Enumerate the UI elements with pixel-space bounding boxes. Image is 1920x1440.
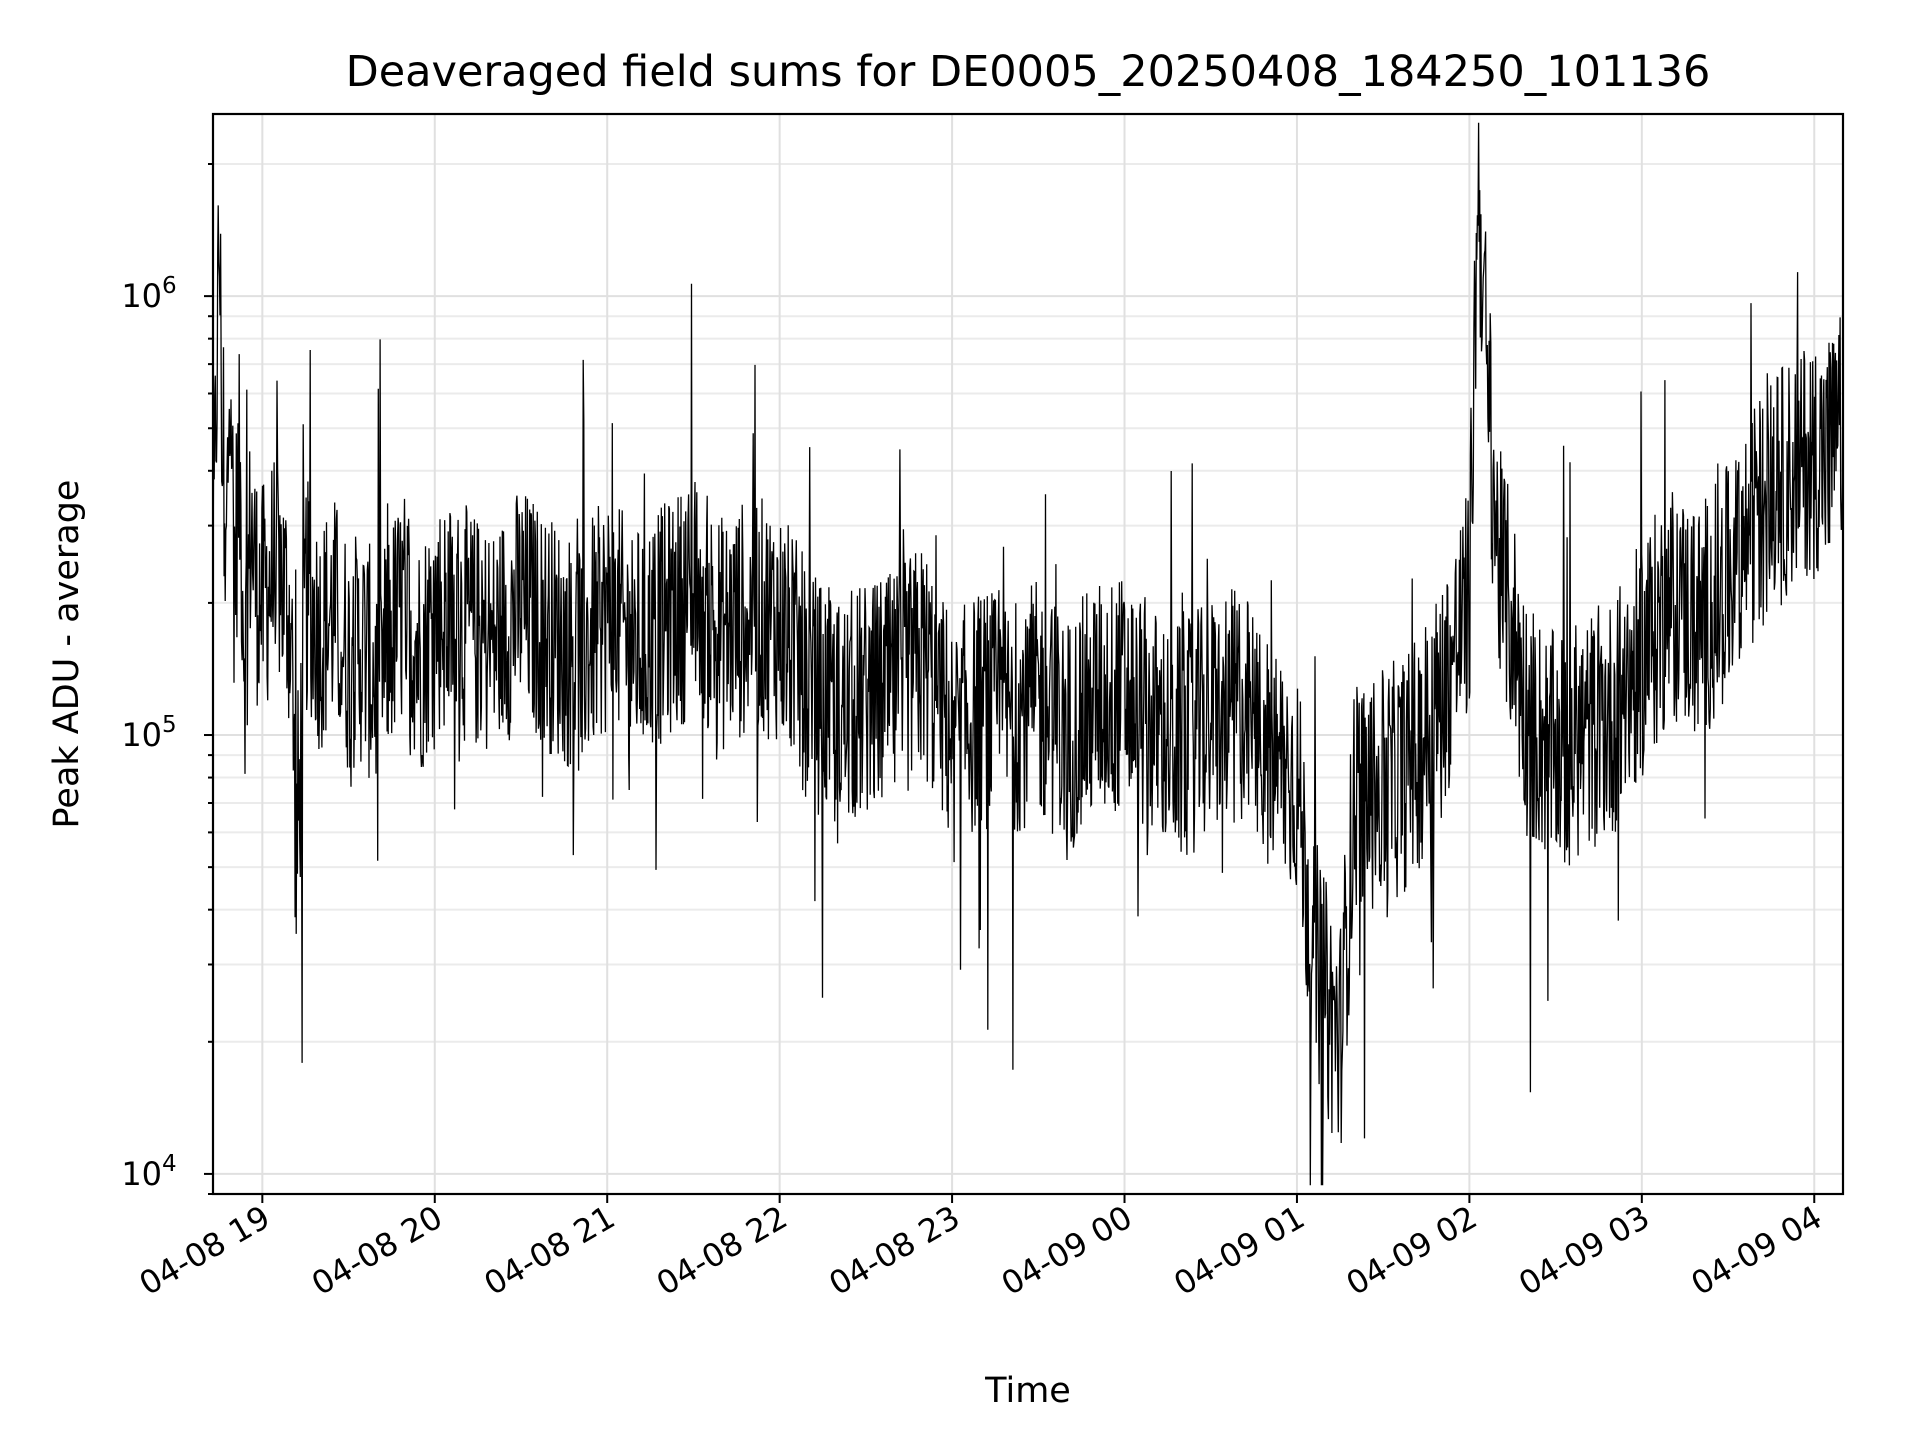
series-line: [212, 122, 1844, 1186]
y-axis-title: Peak ADU - average: [47, 480, 87, 829]
y-tick-label: 105: [121, 712, 176, 754]
x-tick-label: 04-09 00: [995, 1198, 1139, 1303]
x-tick-label: 04-09 02: [1340, 1198, 1484, 1303]
x-axis-title: Time: [984, 1371, 1071, 1411]
x-tick-label: 04-08 19: [133, 1198, 277, 1303]
x-tick-label: 04-09 03: [1512, 1198, 1656, 1303]
y-tick-exponent: 5: [162, 712, 177, 738]
x-tick-label: 04-09 01: [1167, 1198, 1311, 1303]
y-tick-label: 104: [121, 1151, 176, 1193]
y-tick-base: 10: [121, 1155, 162, 1193]
y-tick-label: 106: [121, 273, 176, 315]
x-tick-label: 04-09 04: [1685, 1198, 1829, 1303]
y-tick-exponent: 6: [162, 273, 177, 299]
plot-frame: [211, 112, 1845, 1196]
x-axis: 04-08 19 04-08 20 04-08 21 04-08 22 04-08 23…: [133, 1194, 1829, 1303]
x-tick-label: 04-08 21: [478, 1198, 622, 1303]
x-tick-label: 04-08 22: [650, 1198, 794, 1303]
x-tick-label: 04-08 20: [305, 1198, 449, 1303]
y-tick-exponent: 4: [162, 1151, 177, 1177]
y-tick-base: 10: [121, 716, 162, 754]
y-tick-base: 10: [121, 277, 162, 315]
chart-title: Deaveraged field sums for DE0005_2025040…: [346, 47, 1711, 97]
x-tick-label: 04-08 23: [822, 1198, 966, 1303]
